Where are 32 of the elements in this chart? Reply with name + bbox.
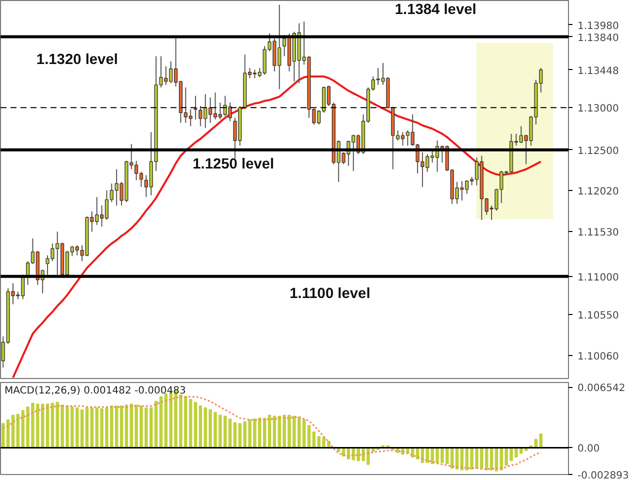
bar: [194, 402, 198, 448]
bar: [159, 396, 163, 448]
y-tick-label: 1.11530: [578, 228, 619, 239]
y-tick-label: -0.002893: [578, 470, 629, 480]
annotation: 1.1384 level: [394, 2, 476, 18]
bar: [302, 419, 306, 448]
y-tick-label: 1.10550: [578, 310, 619, 322]
y-tick-label: 1.10060: [578, 352, 619, 363]
candlestick: [194, 95, 198, 120]
chart-title: MACD(12,26,9) 0.001482 -0.000483: [4, 386, 186, 396]
ref-line-label: 1.13840: [578, 32, 619, 44]
bar: [80, 409, 84, 448]
ref-line-label: 0.00: [578, 444, 600, 455]
ref-line-label: 1.13000: [578, 104, 619, 115]
annotation: 1.1250 level: [192, 156, 274, 173]
bar: [154, 400, 158, 448]
y-tick-label: 1.12020: [578, 186, 619, 198]
line-series: [2, 396, 542, 470]
y-tick-label: 1.13448: [578, 66, 619, 77]
bar: [50, 402, 54, 448]
ref-line-label: 1.11000: [578, 272, 619, 284]
y-tick-label: 0.006542: [578, 383, 626, 394]
bar: [120, 406, 124, 448]
y-tick-label: 1.13980: [578, 20, 619, 32]
annotation: 1.1100 level: [290, 286, 370, 302]
ref-line-label: 1.12500: [578, 146, 619, 157]
bar: [228, 418, 232, 448]
bar: [85, 407, 89, 448]
annotation: 1.1320 level: [36, 52, 118, 68]
line-series: [12, 75, 542, 378]
bar: [233, 422, 237, 448]
bar: [198, 406, 202, 448]
